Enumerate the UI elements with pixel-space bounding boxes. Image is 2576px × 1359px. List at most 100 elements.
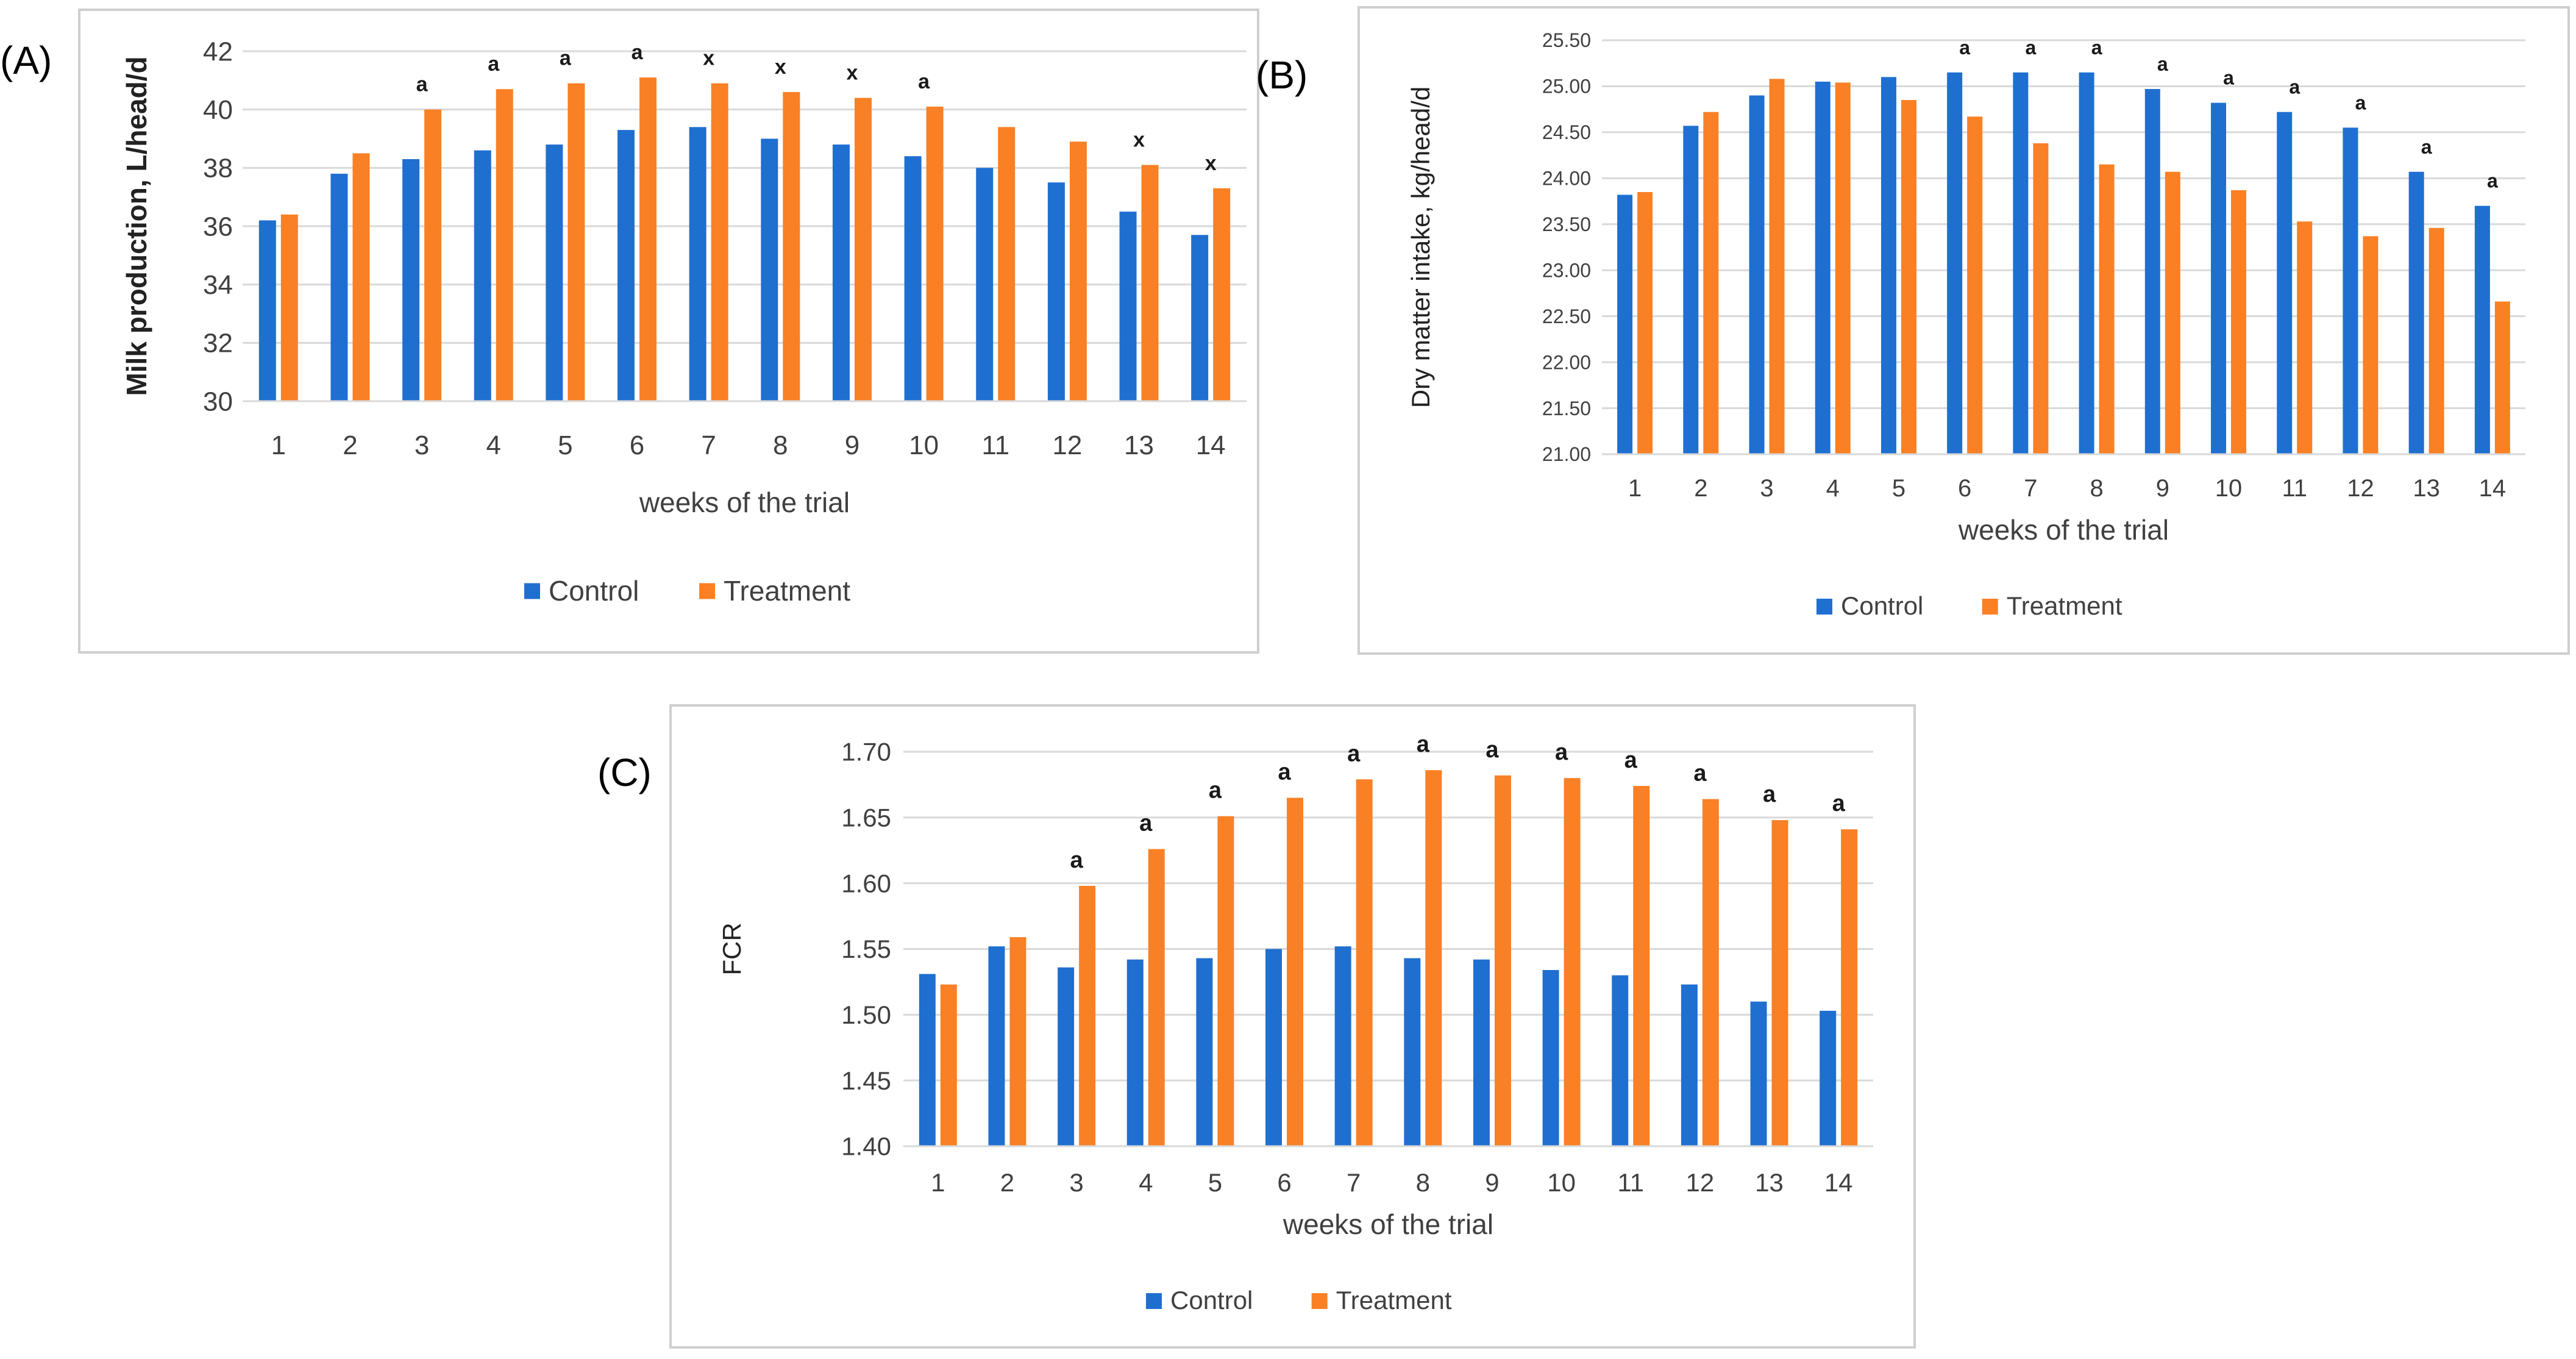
bar-treatment-week-14 bbox=[1841, 829, 1858, 1146]
x-axis-label: weeks of the trial bbox=[639, 487, 850, 518]
y-tick-label: 22.00 bbox=[1542, 351, 1591, 373]
significance-annotation: a bbox=[416, 73, 429, 96]
legend-label-treatment: Treatment bbox=[2007, 591, 2122, 620]
bar-treatment-week-8 bbox=[2099, 164, 2115, 454]
y-tick-label: 23.50 bbox=[1542, 213, 1591, 235]
significance-annotation: a bbox=[1139, 811, 1153, 836]
y-tick-label: 24.50 bbox=[1542, 121, 1591, 143]
x-tick-label: 6 bbox=[630, 430, 644, 460]
bar-control-week-9 bbox=[832, 144, 850, 402]
y-axis-label: FCR bbox=[717, 922, 746, 975]
x-tick-label: 8 bbox=[2090, 475, 2103, 502]
bar-control-week-2 bbox=[330, 173, 348, 401]
x-tick-label: 2 bbox=[1694, 475, 1707, 502]
y-tick-label: 30 bbox=[203, 387, 233, 416]
bar-control-week-13 bbox=[1119, 212, 1137, 401]
x-tick-label: 1 bbox=[931, 1168, 945, 1197]
bar-treatment-week-10 bbox=[2231, 190, 2247, 454]
bar-control-week-9 bbox=[1473, 959, 1490, 1146]
bar-treatment-week-7 bbox=[2033, 143, 2049, 455]
bar-control-week-12 bbox=[2343, 127, 2358, 454]
bar-control-week-14 bbox=[1191, 235, 1209, 401]
x-tick-label: 6 bbox=[1277, 1168, 1291, 1197]
bar-treatment-week-11 bbox=[2297, 221, 2313, 454]
bar-treatment-week-3 bbox=[1769, 79, 1785, 454]
bar-treatment-week-4 bbox=[1835, 82, 1851, 455]
bar-control-week-2 bbox=[988, 946, 1005, 1146]
y-tick-label: 1.45 bbox=[841, 1066, 891, 1095]
y-tick-label: 1.55 bbox=[841, 935, 891, 963]
legend-swatch-treatment bbox=[1982, 598, 1998, 615]
y-tick-label: 32 bbox=[203, 329, 233, 358]
bar-treatment-week-14 bbox=[1213, 188, 1231, 401]
bar-control-week-6 bbox=[617, 130, 635, 401]
x-tick-label: 5 bbox=[558, 430, 572, 460]
bar-control-week-8 bbox=[1404, 958, 1421, 1146]
x-tick-label: 4 bbox=[1826, 475, 1840, 502]
significance-annotation: a bbox=[2355, 91, 2366, 113]
x-tick-label: 7 bbox=[1347, 1168, 1361, 1197]
significance-annotation: a bbox=[918, 70, 930, 93]
significance-annotation: a bbox=[1959, 37, 1970, 59]
x-tick-label: 10 bbox=[1547, 1168, 1576, 1197]
bar-control-week-14 bbox=[1820, 1010, 1837, 1146]
x-tick-label: 11 bbox=[2282, 475, 2307, 502]
bar-control-week-14 bbox=[2474, 205, 2490, 454]
bar-treatment-week-2 bbox=[352, 153, 370, 401]
bar-treatment-week-4 bbox=[1148, 849, 1165, 1146]
significance-annotation: a bbox=[1832, 791, 1846, 816]
x-tick-label: 10 bbox=[909, 430, 939, 460]
x-tick-label: 7 bbox=[701, 430, 716, 460]
bar-treatment-week-7 bbox=[711, 83, 728, 401]
legend-swatch-control bbox=[524, 583, 540, 599]
bar-treatment-week-6 bbox=[1287, 797, 1304, 1146]
x-tick-label: 14 bbox=[2479, 475, 2507, 502]
bar-control-week-11 bbox=[1612, 975, 1629, 1146]
bar-control-week-13 bbox=[1750, 1001, 1767, 1146]
x-tick-label: 13 bbox=[2413, 475, 2440, 502]
bar-control-week-10 bbox=[904, 156, 922, 401]
bar-treatment-week-11 bbox=[1633, 786, 1650, 1146]
significance-annotation: a bbox=[1763, 782, 1776, 807]
x-tick-label: 6 bbox=[1958, 475, 1971, 502]
bar-control-week-11 bbox=[976, 168, 994, 401]
legend-swatch-treatment bbox=[1311, 1293, 1328, 1309]
legend-label-control: Control bbox=[549, 575, 639, 607]
bar-treatment-week-3 bbox=[424, 109, 442, 401]
x-tick-label: 1 bbox=[1628, 475, 1642, 502]
x-tick-label: 8 bbox=[1416, 1168, 1430, 1197]
y-tick-label: 42 bbox=[203, 37, 233, 66]
significance-annotation: a bbox=[2157, 53, 2168, 75]
bar-treatment-week-1 bbox=[280, 214, 298, 401]
bar-treatment-week-12 bbox=[1702, 799, 1719, 1146]
x-tick-label: 2 bbox=[1000, 1168, 1014, 1197]
significance-annotation: a bbox=[1555, 740, 1568, 765]
bar-treatment-week-13 bbox=[1771, 820, 1788, 1146]
significance-annotation: a bbox=[2421, 136, 2432, 158]
x-tick-label: 9 bbox=[845, 430, 859, 460]
bar-treatment-week-6 bbox=[639, 77, 657, 402]
x-tick-label: 5 bbox=[1208, 1168, 1222, 1197]
x-tick-label: 4 bbox=[1139, 1168, 1153, 1197]
y-axis-label: Dry matter intake, kg/head/d bbox=[1406, 87, 1435, 408]
bar-control-week-7 bbox=[2013, 72, 2029, 455]
x-tick-label: 1 bbox=[271, 430, 286, 460]
x-tick-label: 11 bbox=[1617, 1168, 1644, 1197]
bar-treatment-week-2 bbox=[1703, 112, 1719, 454]
y-tick-label: 1.40 bbox=[841, 1132, 891, 1161]
bar-control-week-7 bbox=[1334, 946, 1351, 1146]
significance-annotation: x bbox=[847, 62, 858, 85]
y-tick-label: 38 bbox=[203, 154, 233, 184]
significance-annotation: a bbox=[1624, 747, 1638, 773]
bar-control-week-5 bbox=[546, 144, 563, 402]
x-tick-label: 4 bbox=[486, 430, 501, 460]
significance-annotation: x bbox=[703, 47, 714, 70]
bar-control-week-2 bbox=[1683, 126, 1699, 454]
bar-treatment-week-10 bbox=[1564, 778, 1581, 1146]
x-tick-label: 7 bbox=[2024, 475, 2037, 502]
legend-swatch-control bbox=[1146, 1293, 1162, 1309]
bar-treatment-week-5 bbox=[568, 83, 585, 401]
